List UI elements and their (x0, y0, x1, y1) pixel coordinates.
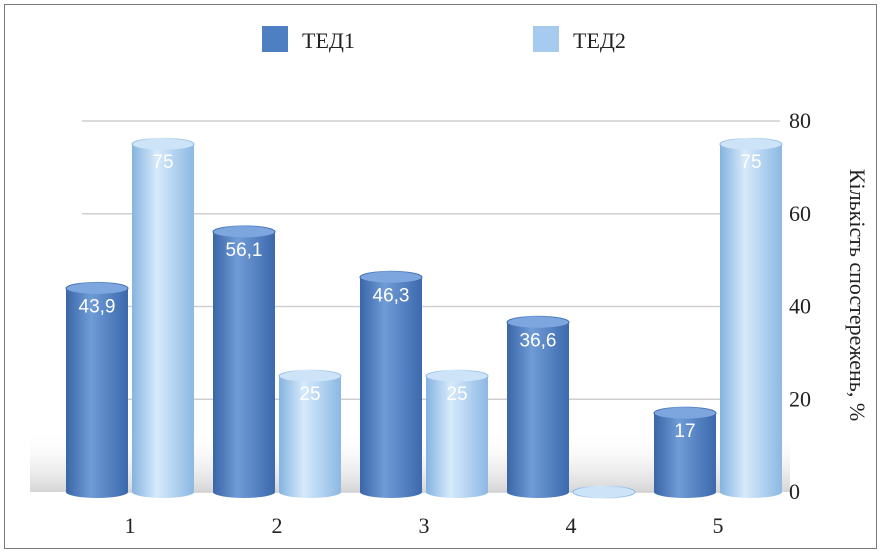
bar-top-2-3 (425, 369, 489, 383)
bar-base-2-1 (132, 486, 194, 498)
bar-top-2-4 (572, 485, 636, 499)
bar-top-1-3 (359, 270, 423, 284)
data-labels: 43,9 75 56,1 25 46,3 25 36,6 0 17 75 (79, 152, 762, 521)
data-label-1-4: 36,6 (520, 330, 557, 351)
bar-base-1-1 (66, 486, 128, 498)
x-tick-label: 4 (566, 513, 577, 538)
bar-top-1-1 (65, 281, 129, 295)
bar-base-1-2 (213, 486, 275, 498)
bar-2-1 (132, 144, 194, 492)
x-tick-label: 5 (713, 513, 724, 538)
data-label-1-2: 56,1 (226, 240, 263, 261)
bar-top-2-2 (278, 369, 342, 383)
bar-top-2-5 (719, 137, 783, 151)
legend-label-ted2: ТЕД2 (573, 28, 626, 53)
y-axis-ticks: 0 20 40 60 80 (789, 108, 811, 504)
bar-base-1-4 (507, 486, 569, 498)
bar-top-1-2 (212, 225, 276, 239)
bar-base-1-5 (654, 486, 716, 498)
data-label-1-5: 17 (674, 421, 695, 442)
bar-base-2-3 (426, 486, 488, 498)
bar-top-2-1 (131, 137, 195, 151)
legend-swatch-ted1 (262, 26, 288, 52)
legend-swatch-ted2 (533, 26, 559, 52)
y-tick-label: 80 (789, 108, 811, 133)
bar-top-1-5 (653, 406, 717, 420)
bar-base-2-2 (279, 486, 341, 498)
x-axis-ticks: 1 2 3 4 5 (125, 513, 724, 538)
data-label-2-4: 0 (599, 500, 610, 521)
x-tick-label: 3 (419, 513, 430, 538)
y-tick-label: 20 (789, 386, 811, 411)
data-label-1-3: 46,3 (373, 285, 410, 306)
y-axis-title: Кількість спостережень, % (845, 169, 870, 421)
data-label-2-2: 25 (299, 384, 320, 405)
legend: ТЕД1 ТЕД2 (262, 26, 626, 53)
bar-2-2 (279, 376, 341, 492)
y-tick-label: 60 (789, 201, 811, 226)
bars (65, 137, 783, 499)
x-tick-label: 2 (272, 513, 283, 538)
y-tick-label: 40 (789, 294, 811, 319)
bar-1-5 (654, 413, 716, 492)
bar-top-1-4 (506, 315, 570, 329)
bar-1-2 (213, 231, 275, 492)
legend-label-ted1: ТЕД1 (302, 28, 355, 53)
bar-base-2-5 (720, 486, 782, 498)
bar-1-3 (360, 277, 422, 492)
bar-1-1 (66, 288, 128, 492)
data-label-2-5: 75 (740, 152, 761, 173)
bar-1-4 (507, 322, 569, 492)
bar-2-5 (720, 144, 782, 492)
bar-2-3 (426, 376, 488, 492)
data-label-2-3: 25 (446, 384, 467, 405)
x-tick-label: 1 (125, 513, 136, 538)
data-label-2-1: 75 (152, 152, 173, 173)
data-label-1-1: 43,9 (79, 296, 116, 317)
bar-base-1-3 (360, 486, 422, 498)
y-tick-label: 0 (789, 479, 800, 504)
